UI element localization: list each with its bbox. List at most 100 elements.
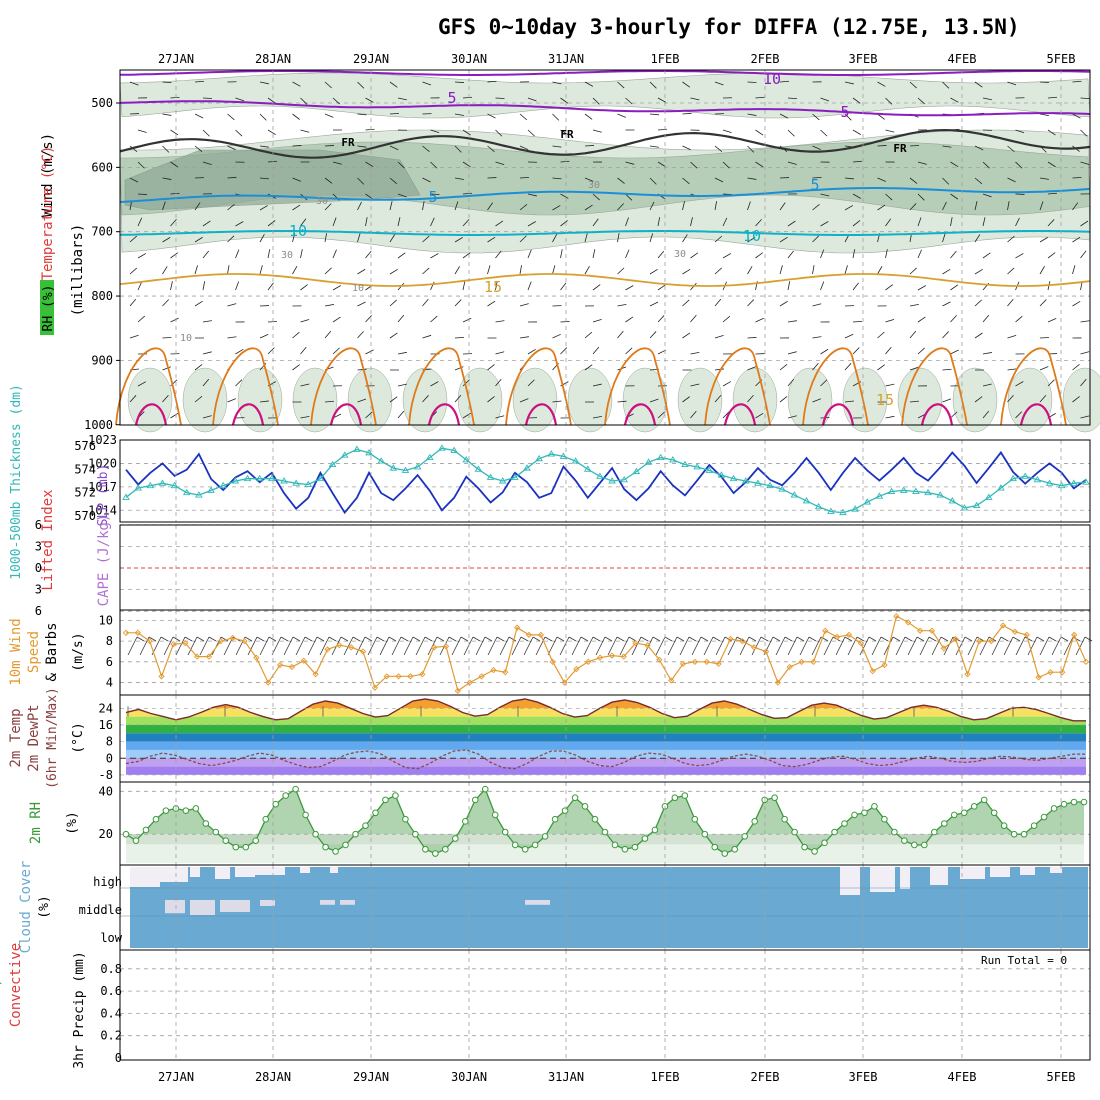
wind-barb [1015, 381, 1024, 387]
wind-barb [235, 221, 244, 227]
wind-barb [747, 366, 756, 371]
wind-barb [389, 145, 399, 151]
wind-barb-tick [928, 636, 937, 642]
ylabel-3hr-precip: 3hr Precip (mm) [72, 951, 87, 1068]
wind-barb-10m [1027, 636, 1038, 656]
precip-y-tick: 0.6 [100, 984, 122, 998]
thickness-point [754, 479, 762, 486]
wind-barb [682, 268, 691, 275]
wind-barb-tick [784, 636, 793, 642]
rh-point [352, 830, 359, 838]
wind-speed-point [490, 666, 497, 674]
wind-barb-tick [268, 636, 277, 642]
date-label-bottom: 28JAN [255, 1070, 291, 1084]
wind-barb [787, 281, 791, 291]
isotherm-25 [231, 403, 265, 426]
cloud-gap [990, 867, 1010, 877]
wind-barb [974, 299, 982, 307]
ylabel-2m-rh: 2m RH [28, 802, 44, 844]
wind-speed-point [134, 629, 141, 636]
wind-barb [527, 97, 537, 102]
wind-barb [389, 234, 396, 243]
thickness-point [790, 491, 799, 498]
wind-barb [1015, 253, 1024, 259]
wind-barb-10m [283, 636, 294, 656]
wind-barb-10m [1039, 636, 1050, 656]
contour-label: FR [893, 142, 907, 155]
wind-barb [365, 193, 374, 200]
rh-point [521, 845, 529, 853]
contour-label: 10 [763, 70, 781, 88]
wind-barb [812, 204, 820, 211]
cloud-gap [130, 867, 160, 887]
thickness-point [899, 486, 908, 493]
wind-speed-point [359, 648, 367, 655]
wind-barb [682, 396, 690, 403]
wind-barb [649, 81, 657, 89]
wind-speed-point [632, 640, 639, 647]
wind-speed-point [525, 631, 533, 639]
rh-point [671, 794, 679, 802]
wind-barb [592, 383, 602, 387]
wind-speed-point [810, 658, 817, 665]
wind-barb-tick [520, 636, 529, 642]
wind-barb [227, 303, 237, 307]
wind-barb [1007, 235, 1015, 243]
wind-barb [430, 281, 435, 291]
wind-speed-point [833, 633, 841, 641]
wind-barb [877, 177, 886, 182]
wind-barb [259, 265, 263, 275]
wind-barb-tick [748, 636, 757, 642]
thickness-point [438, 444, 446, 451]
wind-speed-point [348, 644, 355, 651]
wind-barb-10m [991, 636, 1002, 656]
wind-barb [332, 161, 342, 165]
wind-barb-10m [907, 636, 918, 656]
upper-y-tick: 700 [91, 225, 113, 239]
precip-y-tick: 0 [115, 1051, 122, 1065]
wind-barb-10m [1003, 636, 1014, 656]
upper-y-tick: 800 [91, 289, 113, 303]
wind-speed-point [442, 643, 450, 650]
wind-barb [820, 193, 830, 197]
date-label-bottom: 31JAN [548, 1070, 584, 1084]
slp-y-tick: 1023 [88, 433, 117, 447]
wind-speed-point [656, 656, 663, 663]
wind-barb [357, 113, 367, 116]
wind-barb [227, 176, 237, 179]
wind-speed-point [916, 627, 924, 634]
rh-shade-low [897, 367, 943, 433]
wind-barb [560, 347, 568, 355]
wind-barb [194, 265, 198, 275]
thickness-point [717, 471, 726, 478]
wind-speed-point [881, 661, 888, 669]
contour-label: FR [560, 128, 574, 141]
cloud-gap [1020, 867, 1035, 875]
wind-barb [487, 265, 491, 275]
dewpoint-2m-line [125, 749, 1086, 770]
date-label-top: 27JAN [158, 52, 194, 66]
wind-barb [747, 337, 757, 339]
thickness-point [1082, 478, 1090, 485]
wind-barb [617, 330, 624, 339]
wind-barb-tick [964, 636, 973, 642]
wind-barb [324, 81, 332, 89]
wind-barb [365, 250, 372, 259]
wind-barb [267, 321, 278, 323]
wind-barb-10m [919, 636, 930, 656]
rh-point [541, 833, 549, 840]
wind-barb [162, 299, 170, 307]
wind-barb [235, 379, 243, 387]
thickness-point [693, 463, 701, 470]
wind-barb [950, 161, 959, 168]
wind-barb-10m [319, 636, 330, 656]
ylabel-rh-unit: (%) [65, 811, 80, 834]
isotherm-25 [821, 403, 855, 426]
wind-barb-10m [895, 636, 906, 656]
wind-barb [389, 268, 398, 275]
wind-barb [332, 217, 337, 227]
wind-barb [235, 129, 243, 137]
wind-barb [747, 177, 757, 180]
rh-point [1070, 798, 1078, 806]
wind-barb-10m [175, 636, 186, 656]
